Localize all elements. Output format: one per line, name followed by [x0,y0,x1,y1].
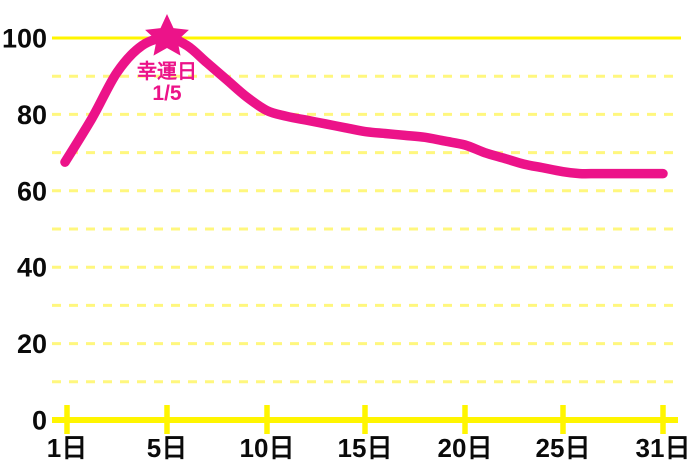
y-axis-label: 0 [32,406,47,436]
y-axis-label: 40 [17,253,47,283]
x-axis-label: 1日 [47,433,87,463]
lucky-day-label: 幸運日 [137,60,197,83]
y-axis-label: 80 [17,100,47,130]
axis-layer [52,405,678,434]
x-axis-label: 5日 [147,433,187,463]
x-axis-label: 10日 [240,433,295,463]
y-axis-label: 20 [17,329,47,359]
x-axis-label: 25日 [536,433,591,463]
gridlines-layer [52,36,681,384]
x-axis-label: 31日 [636,433,691,463]
y-axis-label: 60 [17,176,47,206]
lucky-day-star-icon [145,14,189,56]
x-axis-label: 15日 [338,433,393,463]
x-axis-label: 20日 [438,433,493,463]
y-axis-labels: 0 20 40 60 80 100 [2,24,47,436]
fortune-line-series [60,33,668,179]
lucky-day-date: 1/5 [152,82,182,105]
x-axis-labels: 1日 5日 10日 15日 20日 25日 31日 [47,433,691,463]
y-axis-label: 100 [2,24,47,54]
